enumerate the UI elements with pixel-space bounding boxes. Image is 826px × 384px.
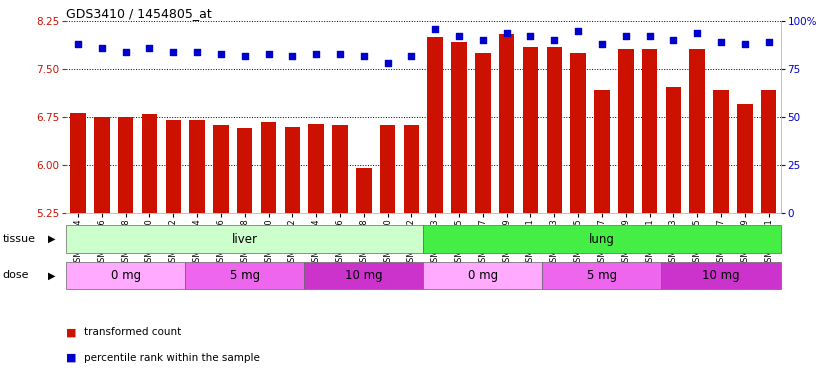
Text: tissue: tissue <box>2 234 36 244</box>
Bar <box>666 87 681 213</box>
Point <box>714 39 728 45</box>
Bar <box>423 262 543 290</box>
Point <box>238 53 251 59</box>
Point <box>405 53 418 59</box>
Bar <box>213 126 229 213</box>
Bar <box>189 120 205 213</box>
Point <box>286 53 299 59</box>
Text: 5 mg: 5 mg <box>587 269 617 282</box>
Bar <box>356 168 372 213</box>
Point <box>310 51 323 57</box>
Text: transformed count: transformed count <box>84 327 182 337</box>
Bar <box>690 49 705 213</box>
Point <box>71 41 84 47</box>
Point <box>667 37 680 43</box>
Bar <box>499 34 515 213</box>
Point <box>143 45 156 51</box>
Bar <box>761 89 776 213</box>
Bar <box>185 262 304 290</box>
Point <box>572 28 585 34</box>
Point <box>381 60 394 66</box>
Point <box>453 33 466 40</box>
Bar <box>662 262 781 290</box>
Bar <box>304 262 423 290</box>
Bar <box>94 117 110 213</box>
Bar <box>543 262 662 290</box>
Bar <box>404 126 419 213</box>
Text: GDS3410 / 1454805_at: GDS3410 / 1454805_at <box>66 7 211 20</box>
Point <box>167 49 180 55</box>
Point <box>762 39 776 45</box>
Text: ■: ■ <box>66 327 77 337</box>
Point <box>738 41 752 47</box>
Bar <box>308 124 324 213</box>
Point <box>500 30 513 36</box>
Point <box>548 37 561 43</box>
Bar <box>475 53 491 213</box>
Point <box>643 33 656 40</box>
Text: 5 mg: 5 mg <box>230 269 259 282</box>
Point <box>524 33 537 40</box>
Bar <box>618 49 634 213</box>
Point <box>95 45 108 51</box>
Bar <box>737 104 752 213</box>
Bar <box>118 117 133 213</box>
Bar <box>714 89 729 213</box>
Bar <box>428 37 443 213</box>
Bar <box>523 47 539 213</box>
Point <box>191 49 204 55</box>
Bar <box>547 47 562 213</box>
Text: ▶: ▶ <box>48 270 55 280</box>
Text: 0 mg: 0 mg <box>111 269 140 282</box>
Bar <box>380 126 396 213</box>
Text: dose: dose <box>2 270 29 280</box>
Bar <box>66 225 423 253</box>
Point <box>620 33 633 40</box>
Point <box>334 51 347 57</box>
Bar <box>571 53 586 213</box>
Bar <box>642 49 657 213</box>
Point <box>429 26 442 32</box>
Bar <box>285 127 300 213</box>
Text: ■: ■ <box>66 353 77 363</box>
Bar <box>237 128 253 213</box>
Bar <box>142 114 157 213</box>
Bar <box>66 262 185 290</box>
Text: ▶: ▶ <box>48 234 55 244</box>
Point <box>214 51 227 57</box>
Bar <box>423 225 781 253</box>
Bar <box>261 122 276 213</box>
Point <box>691 30 704 36</box>
Text: 10 mg: 10 mg <box>702 269 740 282</box>
Bar <box>451 42 467 213</box>
Text: lung: lung <box>589 233 615 245</box>
Point <box>357 53 370 59</box>
Text: percentile rank within the sample: percentile rank within the sample <box>84 353 260 363</box>
Point <box>477 37 490 43</box>
Bar <box>332 126 348 213</box>
Point <box>119 49 132 55</box>
Bar <box>165 120 181 213</box>
Text: 0 mg: 0 mg <box>468 269 498 282</box>
Bar <box>594 89 610 213</box>
Point <box>262 51 275 57</box>
Text: 10 mg: 10 mg <box>345 269 382 282</box>
Bar <box>70 113 86 213</box>
Point <box>596 41 609 47</box>
Text: liver: liver <box>232 233 258 245</box>
